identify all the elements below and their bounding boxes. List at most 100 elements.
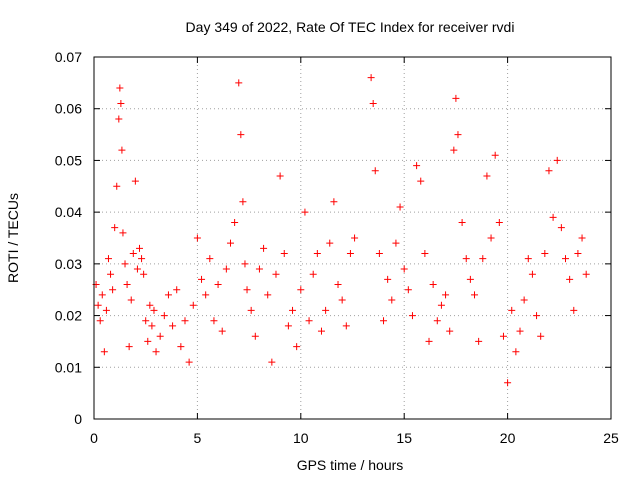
data-point <box>185 358 193 366</box>
data-point <box>202 291 210 299</box>
data-point <box>524 255 532 263</box>
data-point <box>508 306 516 314</box>
data-point <box>125 343 133 351</box>
data-point <box>140 270 148 278</box>
data-point <box>115 115 123 123</box>
data-point <box>113 182 121 190</box>
data-point <box>243 286 251 294</box>
data-point <box>309 270 317 278</box>
data-point <box>491 151 499 159</box>
data-point <box>117 100 125 108</box>
data-point <box>408 312 416 320</box>
x-axis: 0 5 10 15 20 25 <box>90 57 619 446</box>
data-point <box>123 281 131 289</box>
y-tick-label: 0.02 <box>55 308 82 324</box>
data-point <box>289 306 297 314</box>
data-point <box>297 286 305 294</box>
data-point <box>342 322 350 330</box>
data-point <box>133 265 141 273</box>
y-tick-label: 0.07 <box>55 49 82 65</box>
data-point <box>574 250 582 258</box>
data-point <box>425 337 433 345</box>
data-point <box>421 250 429 258</box>
data-point <box>446 327 454 335</box>
data-point <box>129 250 137 258</box>
y-tick-label: 0.03 <box>55 256 82 272</box>
data-point <box>375 250 383 258</box>
data-point <box>504 379 512 387</box>
data-point <box>528 270 536 278</box>
data-point <box>127 296 135 304</box>
data-point <box>334 281 342 289</box>
data-point <box>417 177 425 185</box>
data-point <box>119 229 127 237</box>
data-point <box>400 265 408 273</box>
data-point <box>369 100 377 108</box>
data-point <box>96 317 104 325</box>
data-point <box>146 301 154 309</box>
data-point <box>181 317 189 325</box>
data-point <box>483 172 491 180</box>
data-point <box>545 167 553 175</box>
data-point <box>173 286 181 294</box>
data-point <box>566 275 574 283</box>
y-tick-label: 0.06 <box>55 101 82 117</box>
data-point <box>452 94 460 102</box>
data-point <box>100 348 108 356</box>
y-tick-label: 0 <box>74 411 82 427</box>
data-point <box>330 198 338 206</box>
data-point <box>131 177 139 185</box>
data-point <box>156 332 164 340</box>
data-point <box>495 218 503 226</box>
data-point <box>222 265 230 273</box>
data-point <box>235 79 243 87</box>
data-point <box>268 358 276 366</box>
data-point <box>239 198 247 206</box>
data-point <box>533 312 541 320</box>
data-point <box>392 239 400 247</box>
data-point <box>116 84 124 92</box>
data-point <box>169 322 177 330</box>
data-point <box>541 250 549 258</box>
data-point <box>396 203 404 211</box>
data-point <box>255 265 263 273</box>
data-point <box>537 332 545 340</box>
data-point <box>475 337 483 345</box>
data-point <box>384 275 392 283</box>
data-point <box>429 281 437 289</box>
data-point <box>471 291 479 299</box>
data-point <box>111 224 119 232</box>
data-point <box>570 306 578 314</box>
data-point <box>247 306 255 314</box>
data-point <box>313 250 321 258</box>
data-point <box>284 322 292 330</box>
data-point <box>210 317 218 325</box>
data-point <box>150 306 158 314</box>
data-points <box>92 74 590 387</box>
data-point <box>148 322 156 330</box>
data-point <box>516 327 524 335</box>
data-point <box>582 270 590 278</box>
data-point <box>138 255 146 263</box>
x-tick-label: 0 <box>90 430 98 446</box>
data-point <box>276 172 284 180</box>
chart-title: Day 349 of 2022, Rate Of TEC Index for r… <box>186 19 515 35</box>
data-point <box>241 260 249 268</box>
data-point <box>512 348 520 356</box>
data-point <box>142 317 150 325</box>
x-tick-label: 5 <box>194 430 202 446</box>
data-point <box>466 275 474 283</box>
data-point <box>226 239 234 247</box>
x-tick-label: 25 <box>603 430 619 446</box>
data-point <box>104 255 112 263</box>
data-point <box>487 234 495 242</box>
data-point <box>118 146 126 154</box>
data-point <box>326 239 334 247</box>
plot-frame <box>93 56 612 420</box>
data-point <box>413 162 421 170</box>
data-point <box>260 244 268 252</box>
data-point <box>553 156 561 164</box>
data-point <box>454 131 462 139</box>
data-point <box>264 291 272 299</box>
